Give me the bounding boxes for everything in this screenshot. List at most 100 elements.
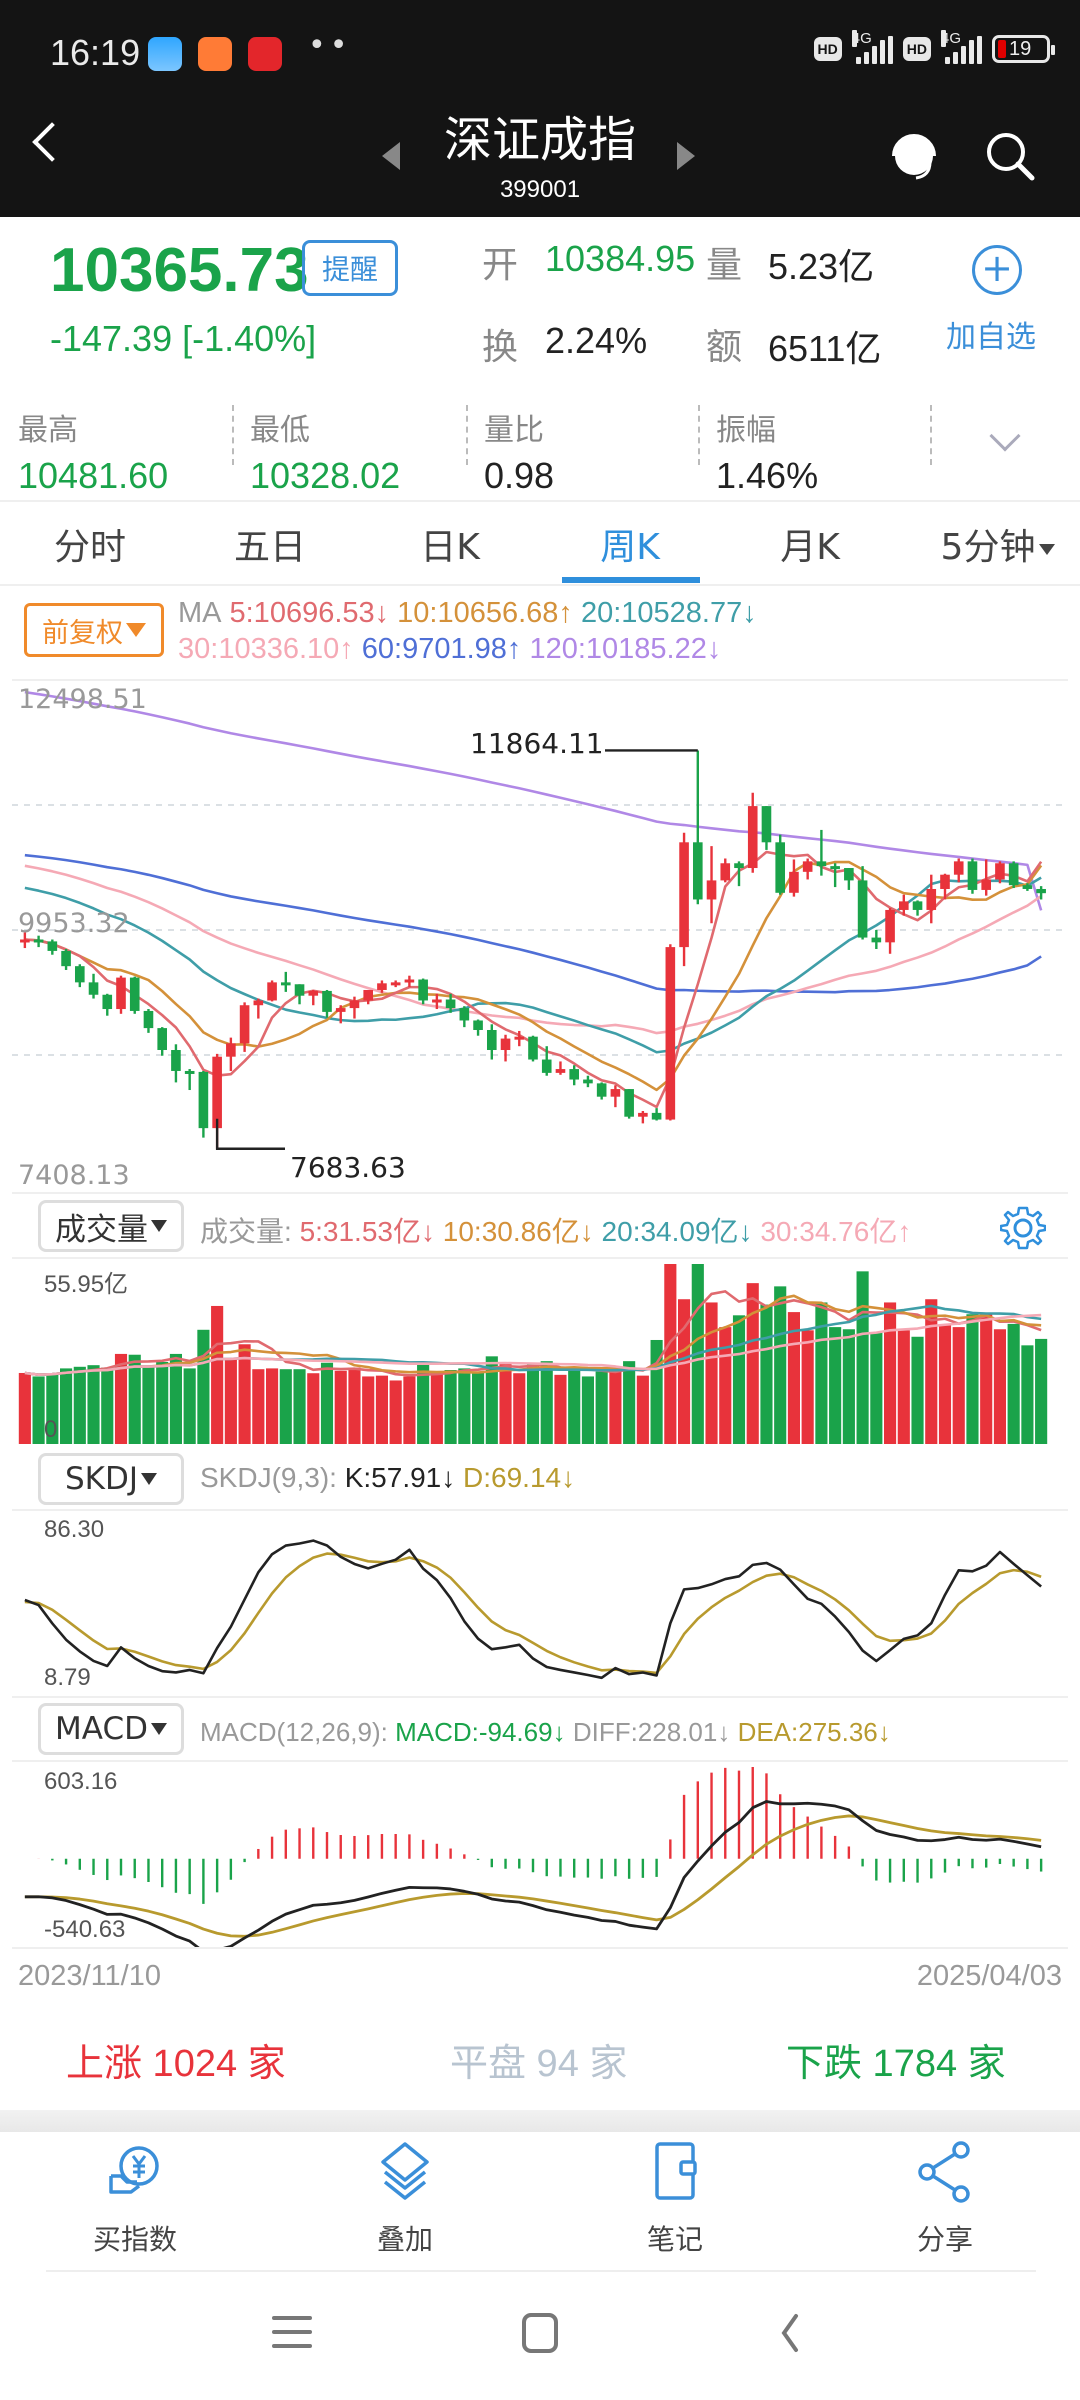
divider — [12, 1192, 1068, 1194]
x-axis-start-date: 2023/11/10 — [18, 1960, 161, 1992]
battery-icon: 19 — [992, 35, 1055, 63]
stat-low: 最低 10328.02 — [250, 413, 401, 496]
min-low-annotation: 7683.63 — [290, 1151, 406, 1184]
hd-icon: HD — [813, 37, 842, 61]
ma20-value: 20:10528.77↓ — [580, 597, 757, 629]
menu-icon[interactable] — [272, 2312, 312, 2352]
divider — [12, 1947, 1068, 1949]
weather-app-icon — [148, 37, 182, 71]
volume-value: 5.23亿 — [768, 246, 875, 287]
ma-legend-row-2: 30:10336.10↑ 60:9701.98↑ 120:10185.22↓ — [178, 633, 729, 666]
ma120-value: 120:10185.22↓ — [529, 633, 722, 665]
divider — [232, 405, 234, 465]
search-icon[interactable] — [982, 128, 1038, 184]
signal-icon: 4G — [851, 30, 893, 64]
skdj-max-label: 86.30 — [44, 1516, 105, 1543]
macd-chart[interactable] — [0, 1761, 1080, 1947]
ma-legend-row-1: MA 5:10696.53↓ 10:10656.68↑ 20:10528.77↓ — [178, 597, 757, 629]
customer-service-icon[interactable] — [886, 128, 942, 184]
next-index-icon[interactable] — [677, 142, 695, 170]
ma5-value: 5:10696.53↓ — [229, 597, 390, 629]
divider — [12, 1257, 1068, 1259]
divider — [12, 679, 1068, 681]
notes-button[interactable]: 笔记 — [605, 2140, 745, 2258]
divider — [466, 405, 468, 465]
status-time: 16:19 — [50, 32, 141, 73]
status-icons: HD 4G HD 4G 19 — [813, 30, 1055, 64]
prev-index-icon[interactable] — [382, 142, 400, 170]
tab-intraday[interactable]: 分时 — [53, 527, 126, 568]
decliners-count: 下跌 1784 家 — [786, 2043, 1006, 2085]
divider — [698, 405, 700, 465]
tab-monthly-k[interactable]: 月K — [780, 527, 840, 568]
volume-chart[interactable] — [0, 1258, 1080, 1446]
share-button[interactable]: 分享 — [875, 2140, 1015, 2258]
divider — [12, 1696, 1068, 1698]
macd-max-label: 603.16 — [44, 1768, 118, 1795]
remind-button[interactable]: 提醒 — [302, 240, 398, 296]
buy-index-icon — [109, 2146, 159, 2194]
volume-max-label: 55.95亿 — [44, 1271, 129, 1298]
divider — [0, 500, 1080, 502]
x-axis-end-date: 2025/04/03 — [916, 1960, 1062, 1992]
tab-daily-k[interactable]: 日K — [420, 527, 480, 568]
overlay-button[interactable]: 叠加 — [335, 2140, 475, 2258]
hd-icon: HD — [902, 37, 931, 61]
stat-high: 最高 10481.60 — [18, 413, 169, 496]
home-icon[interactable] — [520, 2312, 560, 2354]
top-bar: 16:19 •• HD 4G HD 4G 19 深证成指 399001 — [0, 0, 1080, 217]
y-axis-min: 7408.13 — [18, 1160, 130, 1191]
volume-label: 量 — [706, 245, 743, 286]
turnover-label: 换 — [482, 327, 519, 368]
divider — [12, 1509, 1068, 1511]
volume-legend: 成交量: 5:31.53亿↓ 10:30.86亿↓ 20:34.09亿↓ 30:… — [200, 1216, 912, 1247]
tab-weekly-k[interactable]: 周K — [600, 527, 660, 568]
caret-down-icon — [141, 1473, 158, 1485]
caret-down-icon — [150, 1723, 167, 1735]
open-label: 开 — [482, 245, 519, 286]
mi-store-icon — [198, 37, 232, 71]
divider — [46, 2270, 1036, 2272]
tab-five-day[interactable]: 五日 — [233, 527, 306, 568]
advancers-count: 上涨 1024 家 — [66, 2043, 286, 2085]
index-code: 399001 — [499, 176, 581, 203]
settings-gear-icon[interactable] — [1000, 1205, 1046, 1251]
expand-chevron-icon[interactable] — [989, 420, 1021, 452]
back-nav-icon[interactable] — [774, 2312, 804, 2354]
skdj-legend: SKDJ(9,3): K:57.91↓ D:69.14↓ — [200, 1462, 576, 1493]
macd-min-label: -540.63 — [44, 1916, 126, 1943]
stat-volume-ratio: 量比 0.98 — [484, 413, 555, 496]
macd-indicator-dropdown[interactable]: MACD — [38, 1703, 184, 1755]
divider — [930, 405, 932, 465]
notebook-icon — [655, 2142, 697, 2200]
amount-value: 6511亿 — [768, 328, 882, 369]
tab-5min-dropdown[interactable]: 5分钟 — [928, 518, 1068, 570]
volume-zero-label: 0 — [44, 1416, 58, 1443]
red-app-icon — [248, 37, 282, 71]
caret-down-icon — [151, 1220, 167, 1232]
skdj-indicator-dropdown[interactable]: SKDJ — [38, 1453, 184, 1505]
adjust-dropdown[interactable]: 前复权 — [24, 603, 164, 657]
turnover-value: 2.24% — [545, 320, 648, 361]
last-price: 10365.73 — [50, 236, 309, 305]
open-value: 10384.95 — [545, 238, 696, 279]
ma60-value: 60:9701.98↑ — [361, 633, 522, 665]
section-shadow — [0, 2110, 1080, 2132]
share-icon — [918, 2141, 970, 2203]
price-change: -147.39 [-1.40%] — [50, 318, 317, 359]
skdj-chart[interactable] — [0, 1510, 1080, 1696]
add-watchlist-button[interactable]: 加自选 — [946, 320, 1036, 355]
caret-down-icon — [1039, 543, 1056, 555]
candlestick-chart[interactable] — [0, 680, 1080, 1190]
volume-indicator-dropdown[interactable]: 成交量 — [38, 1200, 184, 1252]
skdj-min-label: 8.79 — [44, 1664, 91, 1691]
ma10-value: 10:10656.68↑ — [397, 597, 573, 629]
max-high-annotation: 11864.11 — [470, 727, 604, 760]
buy-index-button[interactable]: 买指数 — [65, 2140, 205, 2258]
active-tab-indicator — [562, 577, 700, 583]
divider — [12, 1760, 1068, 1762]
add-watchlist-icon[interactable]: + — [972, 245, 1022, 295]
stat-amplitude: 振幅 1.46% — [716, 413, 819, 496]
overflow-dots: •• — [308, 28, 352, 63]
ma30-value: 30:10336.10↑ — [178, 633, 354, 665]
